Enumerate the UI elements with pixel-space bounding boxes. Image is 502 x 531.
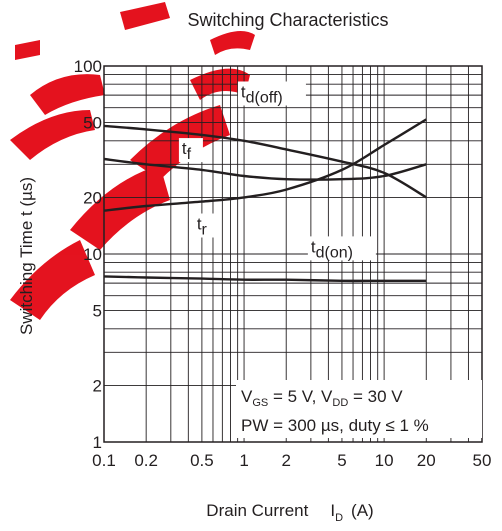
series-tf-line <box>103 157 427 181</box>
series-label-bg <box>237 81 306 106</box>
y-tick-label: 1 <box>93 433 102 452</box>
x-tick-label: 0.2 <box>134 451 158 470</box>
plot-frame <box>103 65 483 443</box>
x-tick-label: 20 <box>417 451 436 470</box>
x-tick-labels: 0.1 0.2 0.5 1 2 5 10 20 50 <box>92 451 491 470</box>
y-tick-labels: 1 2 5 10 20 50 100 <box>74 57 102 452</box>
conditions-line-2: PW = 300 µs, duty ≤ 1 % <box>241 416 429 435</box>
y-tick-label: 50 <box>83 114 102 133</box>
x-tick-label: 50 <box>473 451 492 470</box>
x-tick-label: 0.5 <box>190 451 214 470</box>
y-tick-label: 20 <box>83 188 102 207</box>
x-tick-label: 1 <box>239 451 248 470</box>
chart-title: Switching Characteristics <box>187 10 388 30</box>
y-tick-label: 2 <box>93 376 102 395</box>
series-labels: td(off) tf tr td(on) <box>178 81 376 261</box>
y-axis-label: Switching Time t (µs) <box>17 177 36 335</box>
x-tick-label: 0.1 <box>92 451 116 470</box>
y-tick-label: 100 <box>74 57 102 76</box>
x-axis-label: Drain Current ID (A) <box>206 501 373 524</box>
series-label-td(on): td(on) <box>311 237 353 261</box>
series-td(off)-line <box>103 124 427 199</box>
x-tick-label: 2 <box>281 451 290 470</box>
series-tr-line <box>103 118 427 212</box>
conditions-box: VGS = 5 V, VDD = 30 V PW = 300 µs, duty … <box>236 380 482 438</box>
y-tick-label: 10 <box>83 245 102 264</box>
series-label-bg <box>178 138 203 163</box>
series-label-bg <box>307 236 376 261</box>
series-label-tr: tr <box>197 214 208 238</box>
series-label-tf: tf <box>182 139 192 163</box>
x-tick-label: 5 <box>337 451 346 470</box>
series-label-bg <box>193 213 218 238</box>
curves <box>103 118 427 283</box>
y-tick-label: 5 <box>93 302 102 321</box>
x-tick-label: 10 <box>375 451 394 470</box>
conditions-line-1: VGS = 5 V, VDD = 30 V <box>241 387 403 409</box>
series-td(on)-line <box>103 275 427 283</box>
series-label-td(off): td(off) <box>241 82 283 106</box>
